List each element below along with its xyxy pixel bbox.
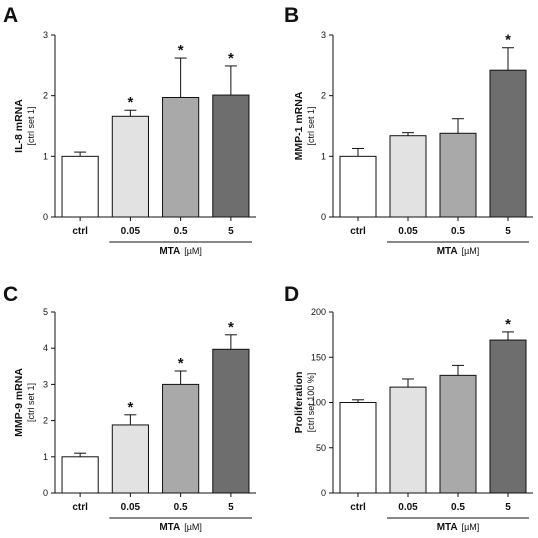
y-tick-label: 3 bbox=[43, 30, 48, 40]
y-axis-label: Proliferation bbox=[293, 372, 305, 434]
group-label-name: MTA bbox=[159, 246, 180, 257]
y-axis-sublabel: [ctrl set 1] bbox=[26, 106, 36, 145]
x-category-label: 0.5 bbox=[451, 226, 465, 237]
x-category-label: ctrl bbox=[350, 502, 366, 513]
bar-3 bbox=[489, 339, 527, 494]
x-category-label: 0.05 bbox=[398, 226, 418, 237]
y-tick-label: 100 bbox=[311, 398, 326, 408]
significance-star: * bbox=[505, 32, 511, 49]
y-tick-label: 3 bbox=[43, 379, 48, 389]
significance-star: * bbox=[178, 355, 184, 372]
x-category-label: ctrl bbox=[72, 502, 88, 513]
y-tick-label: 1 bbox=[321, 151, 326, 161]
y-tick-label: 1 bbox=[43, 151, 48, 161]
x-category-label: 0.05 bbox=[398, 502, 418, 513]
y-axis-sublabel: [ctrl set 100 %] bbox=[306, 373, 316, 433]
chart-panel-c: C 0 1 2 3 4 5 MMP-9 mRNA [ctrl set 1] ctrl * 0.05 * 0… bbox=[3, 283, 256, 533]
y-tick-label: 2 bbox=[43, 91, 48, 101]
bar-1 bbox=[111, 115, 149, 218]
group-label-name: MTA bbox=[437, 522, 458, 533]
chart-panel-a: A 0 1 2 3 IL-8 mRNA [ctrl set 1] ctrl * 0.05 * 0.5 *… bbox=[3, 4, 256, 257]
bar-2 bbox=[162, 383, 200, 494]
group-label-unit: [µM] bbox=[184, 246, 202, 256]
group-label: MTA [µM] bbox=[159, 246, 202, 257]
group-label-unit: [µM] bbox=[462, 246, 480, 256]
group-label-unit: [µM] bbox=[184, 522, 202, 532]
group-label: MTA [µM] bbox=[437, 522, 480, 533]
y-tick-label: 2 bbox=[321, 91, 326, 101]
x-category-label: 5 bbox=[505, 226, 511, 237]
y-axis-sublabel: [ctrl set 1] bbox=[306, 106, 316, 145]
group-label-unit: [µM] bbox=[462, 522, 480, 532]
bar-1 bbox=[111, 424, 149, 494]
bar-2 bbox=[162, 96, 200, 218]
chart-panel-d: D 0 50 100 150 200 Proliferation [ctrl set 100 … bbox=[284, 283, 533, 533]
x-category-label: 0.5 bbox=[451, 502, 465, 513]
y-axis-label: MMP-1 mRNA bbox=[293, 91, 305, 160]
group-label-name: MTA bbox=[437, 246, 458, 257]
significance-star: * bbox=[127, 94, 133, 111]
x-category-label: 5 bbox=[228, 502, 234, 513]
y-tick-label: 1 bbox=[43, 452, 48, 462]
significance-star: * bbox=[505, 316, 511, 333]
y-tick-label: 150 bbox=[311, 352, 326, 362]
y-tick-label: 5 bbox=[43, 307, 48, 317]
x-category-label: 0.5 bbox=[174, 502, 188, 513]
chart-panel-b: B 0 1 2 3 MMP-1 mRNA [ctrl set 1] ctrl 0.05 0.5 * 5… bbox=[284, 4, 533, 257]
panel-letter: C bbox=[3, 283, 18, 306]
bar-3 bbox=[212, 94, 250, 218]
bar-1 bbox=[389, 135, 427, 218]
x-category-label: 0.5 bbox=[174, 226, 188, 237]
bar-0 bbox=[61, 155, 99, 218]
significance-star: * bbox=[127, 399, 133, 416]
y-axis-label: IL-8 mRNA bbox=[13, 99, 25, 153]
significance-star: * bbox=[228, 319, 234, 336]
bar-2 bbox=[439, 374, 477, 494]
significance-star: * bbox=[228, 50, 234, 67]
x-category-label: 0.05 bbox=[121, 226, 141, 237]
y-tick-label: 0 bbox=[321, 212, 326, 222]
y-tick-label: 0 bbox=[321, 488, 326, 498]
x-category-label: 5 bbox=[505, 502, 511, 513]
panel-letter: A bbox=[3, 4, 18, 27]
bar-3 bbox=[212, 348, 250, 494]
y-tick-label: 0 bbox=[43, 488, 48, 498]
y-tick-label: 50 bbox=[316, 443, 326, 453]
x-category-label: 5 bbox=[228, 226, 234, 237]
y-axis-label: MMP-9 mRNA bbox=[13, 368, 25, 437]
bar-0 bbox=[339, 402, 377, 494]
y-tick-label: 3 bbox=[321, 30, 326, 40]
bar-2 bbox=[439, 132, 477, 218]
x-category-label: 0.05 bbox=[121, 502, 141, 513]
y-tick-label: 200 bbox=[311, 307, 326, 317]
bar-0 bbox=[61, 456, 99, 494]
group-label: MTA [µM] bbox=[437, 246, 480, 257]
x-category-label: ctrl bbox=[72, 226, 88, 237]
panel-letter: B bbox=[284, 4, 299, 27]
significance-star: * bbox=[178, 42, 184, 59]
bar-3 bbox=[489, 69, 527, 218]
y-tick-label: 4 bbox=[43, 343, 48, 353]
y-tick-label: 2 bbox=[43, 416, 48, 426]
bar-1 bbox=[389, 386, 427, 494]
y-tick-label: 0 bbox=[43, 212, 48, 222]
x-category-label: ctrl bbox=[350, 226, 366, 237]
y-axis-sublabel: [ctrl set 1] bbox=[26, 383, 36, 422]
panel-letter: D bbox=[284, 283, 299, 306]
bar-0 bbox=[339, 155, 377, 218]
group-label-name: MTA bbox=[159, 522, 180, 533]
group-label: MTA [µM] bbox=[159, 522, 202, 533]
